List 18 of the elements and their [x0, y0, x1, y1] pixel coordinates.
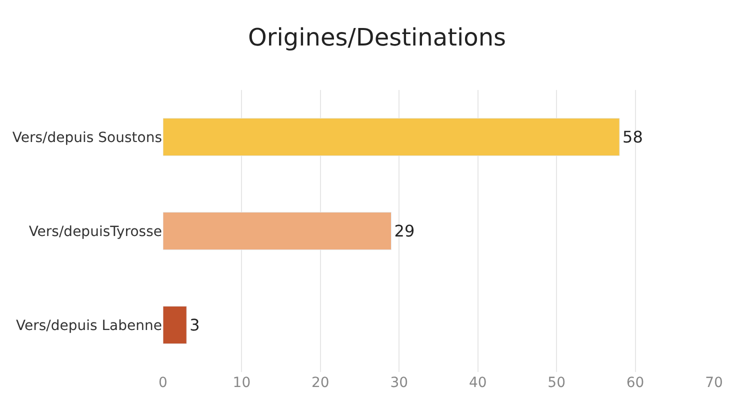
bar [163, 118, 620, 156]
x-tick-label: 10 [232, 375, 251, 391]
data-label: 29 [394, 222, 415, 240]
y-tick-label: Vers/depuis Soustons [12, 130, 162, 146]
x-tick-label: 30 [390, 375, 408, 391]
x-tick-label: 60 [626, 375, 644, 391]
y-tick-label: Vers/depuis Labenne [16, 318, 162, 334]
x-tick-label: 0 [158, 375, 168, 391]
x-tick-label: 50 [548, 375, 566, 391]
x-tick-label: 70 [705, 375, 723, 391]
data-label: 58 [622, 128, 643, 146]
y-tick-label: Vers/depuisTyrosse [28, 224, 162, 240]
data-label: 3 [190, 316, 200, 334]
x-tick-label: 40 [468, 375, 487, 391]
chart-title: Origines/Destinations [248, 24, 506, 52]
x-tick-label: 20 [312, 375, 330, 391]
bar [163, 306, 187, 344]
bar [163, 212, 392, 250]
